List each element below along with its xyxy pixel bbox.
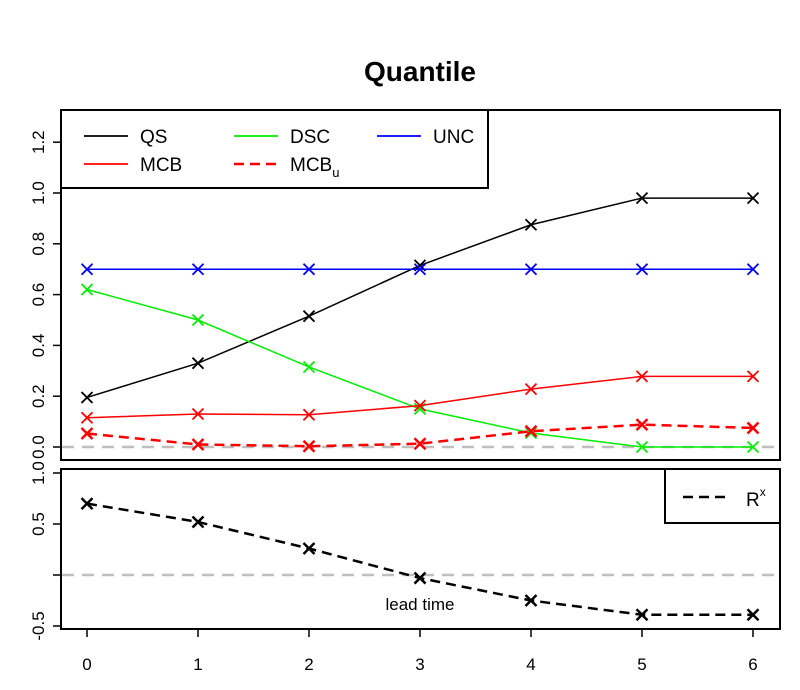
data-point-mcb-u	[524, 424, 538, 438]
x-tick-label: 3	[415, 655, 424, 674]
data-point-dsc	[746, 440, 760, 454]
y-tick-label-top: 0.2	[29, 384, 48, 408]
data-point-mcb-u	[413, 437, 427, 451]
x-tick-label: 0	[82, 655, 91, 674]
data-point-dsc	[302, 360, 316, 374]
data-point-mcb-u	[302, 439, 316, 453]
data-point-mcb-u	[635, 418, 649, 432]
legend-label-qs: QS	[140, 127, 167, 148]
data-point-mcb	[302, 408, 316, 421]
data-point-mcb	[635, 370, 649, 383]
data-point-r-x	[80, 497, 94, 510]
x-tick-label: 1	[193, 655, 202, 674]
data-point-unc	[524, 263, 538, 276]
data-point-unc	[191, 263, 205, 276]
data-point-qs	[524, 218, 538, 231]
data-point-qs	[746, 191, 760, 205]
chart-title: Quantile	[364, 56, 476, 87]
data-point-mcb-u	[746, 421, 760, 435]
data-point-dsc	[635, 440, 649, 454]
x-tick-label: 2	[304, 655, 313, 674]
data-point-mcb	[746, 370, 760, 383]
data-point-mcb	[413, 399, 427, 412]
legend-label-subscript: u	[332, 165, 339, 180]
legend-label-unc: UNC	[433, 127, 474, 148]
x-tick-label: 5	[637, 655, 646, 674]
data-point-qs	[191, 357, 205, 370]
y-tick-label-top: 1.2	[29, 130, 48, 154]
data-point-unc	[746, 263, 760, 276]
y-tick-label-top: 0.4	[29, 334, 48, 358]
y-tick-label-top: 0.0	[29, 435, 48, 459]
data-point-mcb	[191, 407, 205, 421]
top-legend-box	[60, 109, 489, 189]
data-point-r-x	[302, 542, 316, 555]
data-point-dsc	[191, 313, 205, 327]
series-line-qs	[86, 197, 753, 399]
data-point-r-x	[524, 594, 538, 607]
legend-label-mcb-u: MCBu	[290, 155, 339, 180]
x-axis-label: lead time	[386, 595, 455, 614]
data-point-dsc	[524, 426, 538, 440]
data-point-qs	[635, 191, 649, 205]
y-tick-label-top: 1.0	[29, 181, 48, 205]
y-tick-label-bottom: -0.5	[29, 611, 48, 640]
data-point-unc	[302, 263, 316, 276]
data-point-qs	[302, 310, 316, 323]
data-point-unc	[80, 263, 94, 276]
data-point-r-x	[191, 515, 205, 529]
series-line-dsc	[86, 288, 753, 448]
x-tick-label: 4	[526, 655, 535, 674]
data-point-mcb	[524, 382, 538, 396]
data-point-mcb-u	[191, 438, 205, 451]
y-tick-label-bottom: 1.0	[29, 461, 48, 485]
top-panel: 0.0 0.2 0.4 0.6 0.8 1.0 1.2 QS DSC UNC MCB MCBu	[29, 109, 781, 461]
data-point-qs	[80, 391, 94, 404]
y-tick-label-top: 0.6	[29, 283, 48, 307]
data-point-mcb	[80, 411, 94, 424]
y-tick-label-bottom: 0.5	[29, 512, 48, 536]
y-tick-label-top: 0.8	[29, 232, 48, 256]
legend-label-mcb: MCB	[140, 155, 182, 176]
data-point-dsc	[80, 283, 94, 296]
data-point-r-x	[635, 608, 649, 622]
series-line-mcb	[86, 375, 753, 419]
data-point-unc	[413, 263, 427, 276]
legend-label-superscript: x	[760, 485, 766, 499]
data-point-r-x	[413, 571, 427, 585]
data-point-mcb-u	[80, 427, 94, 440]
data-point-r-x	[746, 608, 760, 622]
data-point-unc	[635, 263, 649, 276]
legend-label-dsc: DSC	[290, 127, 330, 148]
x-tick-label: 6	[748, 655, 757, 674]
